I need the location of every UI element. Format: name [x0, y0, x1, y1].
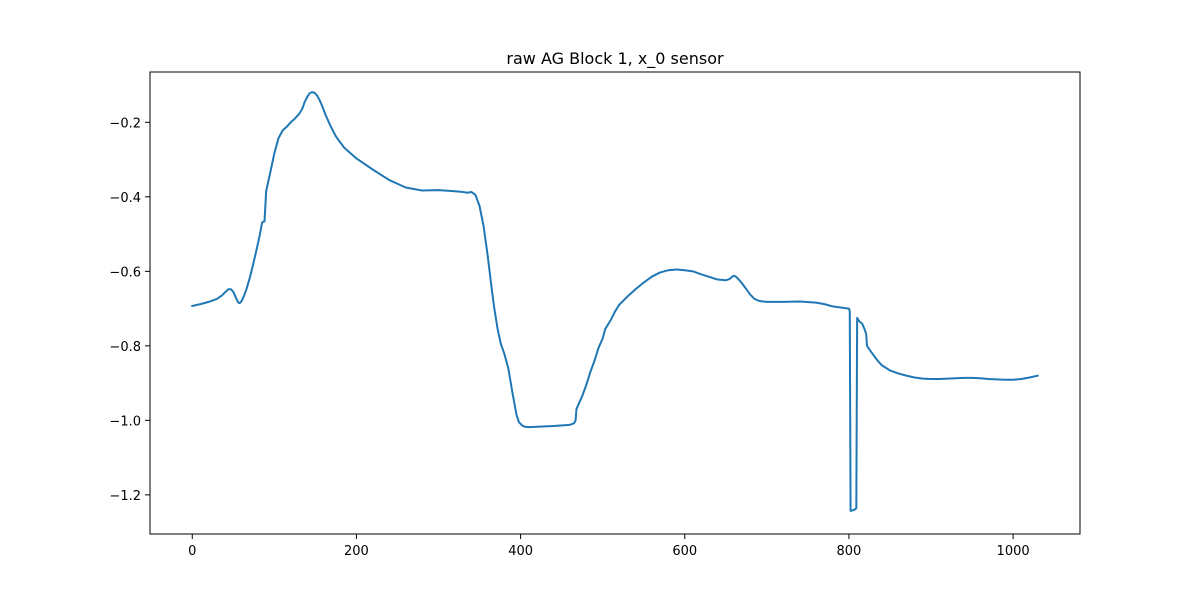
x-tick-label: 200 [344, 544, 369, 559]
x-tick-label: 800 [837, 544, 862, 559]
y-tick-label: −0.6 [109, 265, 141, 280]
series-layer [191, 91, 1039, 512]
y-tick-label: −0.2 [109, 116, 141, 131]
y-axis: −1.2 −1.0 −0.8 −0.6 −0.4 −0.2 [109, 116, 150, 504]
x-tick-label: 600 [672, 544, 697, 559]
x-axis: 0 200 400 600 800 1000 [188, 534, 1030, 559]
series-line-0 [191, 91, 1039, 512]
y-tick-label: −1.0 [109, 414, 141, 429]
x-tick-label: 400 [508, 544, 533, 559]
y-tick-label: −1.2 [109, 489, 141, 504]
x-tick-label: 1000 [997, 544, 1030, 559]
chart-title: raw AG Block 1, x_0 sensor [506, 49, 724, 69]
x-tick-label: 0 [188, 544, 196, 559]
y-tick-label: −0.8 [109, 340, 141, 355]
y-tick-label: −0.4 [109, 191, 141, 206]
plot-frame [149, 71, 1081, 535]
